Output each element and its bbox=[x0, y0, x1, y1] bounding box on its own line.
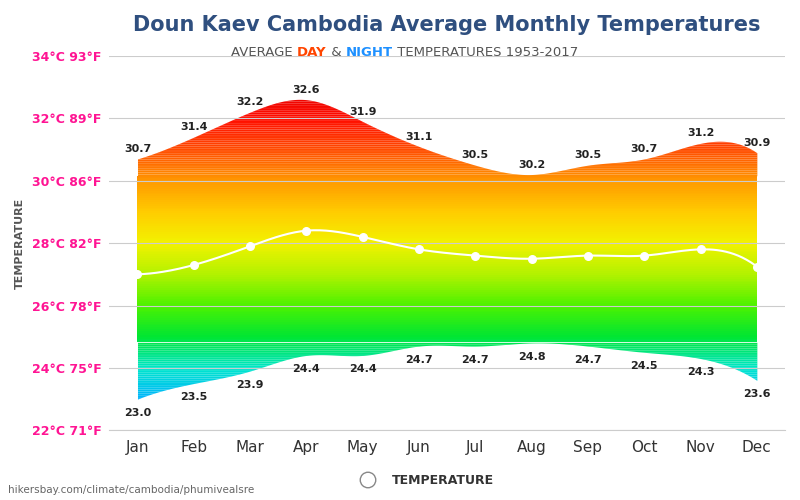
Text: 24.3: 24.3 bbox=[686, 367, 714, 377]
Point bbox=[638, 252, 650, 260]
Point bbox=[131, 270, 144, 278]
Text: 24.4: 24.4 bbox=[349, 364, 377, 374]
Point bbox=[469, 252, 482, 260]
Point bbox=[582, 252, 594, 260]
Text: 31.9: 31.9 bbox=[349, 106, 377, 117]
Text: 30.5: 30.5 bbox=[574, 150, 602, 160]
Text: 24.7: 24.7 bbox=[574, 354, 602, 364]
Text: 30.5: 30.5 bbox=[462, 150, 489, 160]
Text: &: & bbox=[326, 46, 346, 59]
Text: TEMPERATURES 1953-2017: TEMPERATURES 1953-2017 bbox=[393, 46, 578, 59]
Text: 30.7: 30.7 bbox=[630, 144, 658, 154]
Text: 24.4: 24.4 bbox=[293, 364, 320, 374]
Text: DAY: DAY bbox=[297, 46, 326, 59]
Text: 23.0: 23.0 bbox=[124, 408, 151, 418]
Text: TEMPERATURE: TEMPERATURE bbox=[392, 474, 494, 486]
Text: hikersbay.com/climate/cambodia/phumivealsre: hikersbay.com/climate/cambodia/phumiveal… bbox=[8, 485, 254, 495]
Text: 24.8: 24.8 bbox=[518, 352, 546, 362]
Text: 30.7: 30.7 bbox=[124, 144, 151, 154]
Point bbox=[300, 226, 313, 234]
Y-axis label: TEMPERATURE: TEMPERATURE bbox=[15, 198, 25, 289]
Title: Doun Kaev Cambodia Average Monthly Temperatures: Doun Kaev Cambodia Average Monthly Tempe… bbox=[134, 15, 761, 35]
Text: 24.7: 24.7 bbox=[406, 354, 433, 364]
Text: NIGHT: NIGHT bbox=[346, 46, 393, 59]
Point bbox=[526, 254, 538, 262]
Point bbox=[694, 246, 707, 254]
Point bbox=[750, 262, 763, 270]
Text: 30.2: 30.2 bbox=[518, 160, 546, 170]
Text: 32.2: 32.2 bbox=[237, 97, 264, 107]
Text: 23.9: 23.9 bbox=[236, 380, 264, 390]
Text: 23.6: 23.6 bbox=[743, 389, 770, 399]
Point bbox=[244, 242, 257, 250]
Point bbox=[187, 261, 200, 269]
Text: 32.6: 32.6 bbox=[293, 84, 320, 94]
Text: 31.2: 31.2 bbox=[687, 128, 714, 138]
Point bbox=[413, 246, 426, 254]
Text: 30.9: 30.9 bbox=[743, 138, 770, 147]
Text: o: o bbox=[364, 474, 372, 486]
Text: 24.7: 24.7 bbox=[462, 354, 489, 364]
Text: AVERAGE: AVERAGE bbox=[231, 46, 297, 59]
Text: 31.1: 31.1 bbox=[406, 132, 433, 141]
Text: 23.5: 23.5 bbox=[180, 392, 207, 402]
Text: 31.4: 31.4 bbox=[180, 122, 207, 132]
Point bbox=[356, 233, 369, 241]
Text: 24.5: 24.5 bbox=[630, 361, 658, 371]
